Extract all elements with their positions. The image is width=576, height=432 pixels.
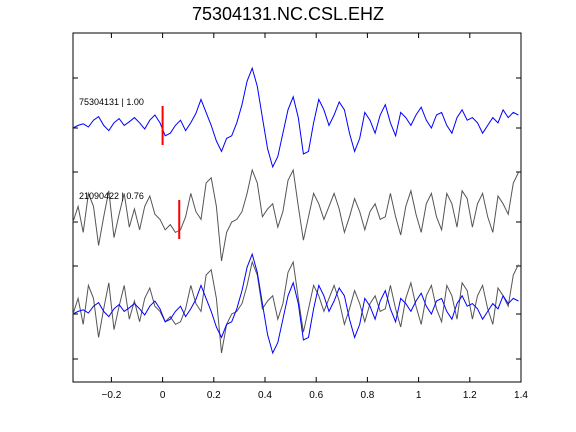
x-tick-label: 1	[416, 390, 422, 401]
x-tick-label: 0.8	[360, 390, 374, 401]
x-tick-label: 0.2	[207, 390, 221, 401]
x-tick-label: 1.4	[514, 390, 528, 401]
trace-label-2: 21090422 | 0.76	[79, 191, 144, 201]
trace-label-1: 75304131 | 1.00	[79, 97, 144, 107]
waveform-trace-1	[72, 66, 519, 169]
overlay-reference-trace	[72, 252, 519, 355]
plot-frame	[72, 32, 522, 383]
chart-title: 75304131.NC.CSL.EHZ	[191, 4, 385, 24]
axis-ticks: −0.2 0 0.2 0.4 0.6 0.8 1 1.2 1.4	[73, 33, 528, 401]
traces-layer	[72, 66, 519, 355]
x-tick-label: −0.2	[102, 390, 122, 401]
x-tick-label: 0	[160, 390, 166, 401]
trace-labels-layer: 75304131 | 1.00 21090422 | 0.76	[79, 97, 144, 201]
x-tick-label: 0.4	[258, 390, 272, 401]
waveform-trace-2	[72, 168, 519, 262]
x-tick-label: 0.6	[309, 390, 323, 401]
x-tick-label: 1.2	[463, 390, 477, 401]
